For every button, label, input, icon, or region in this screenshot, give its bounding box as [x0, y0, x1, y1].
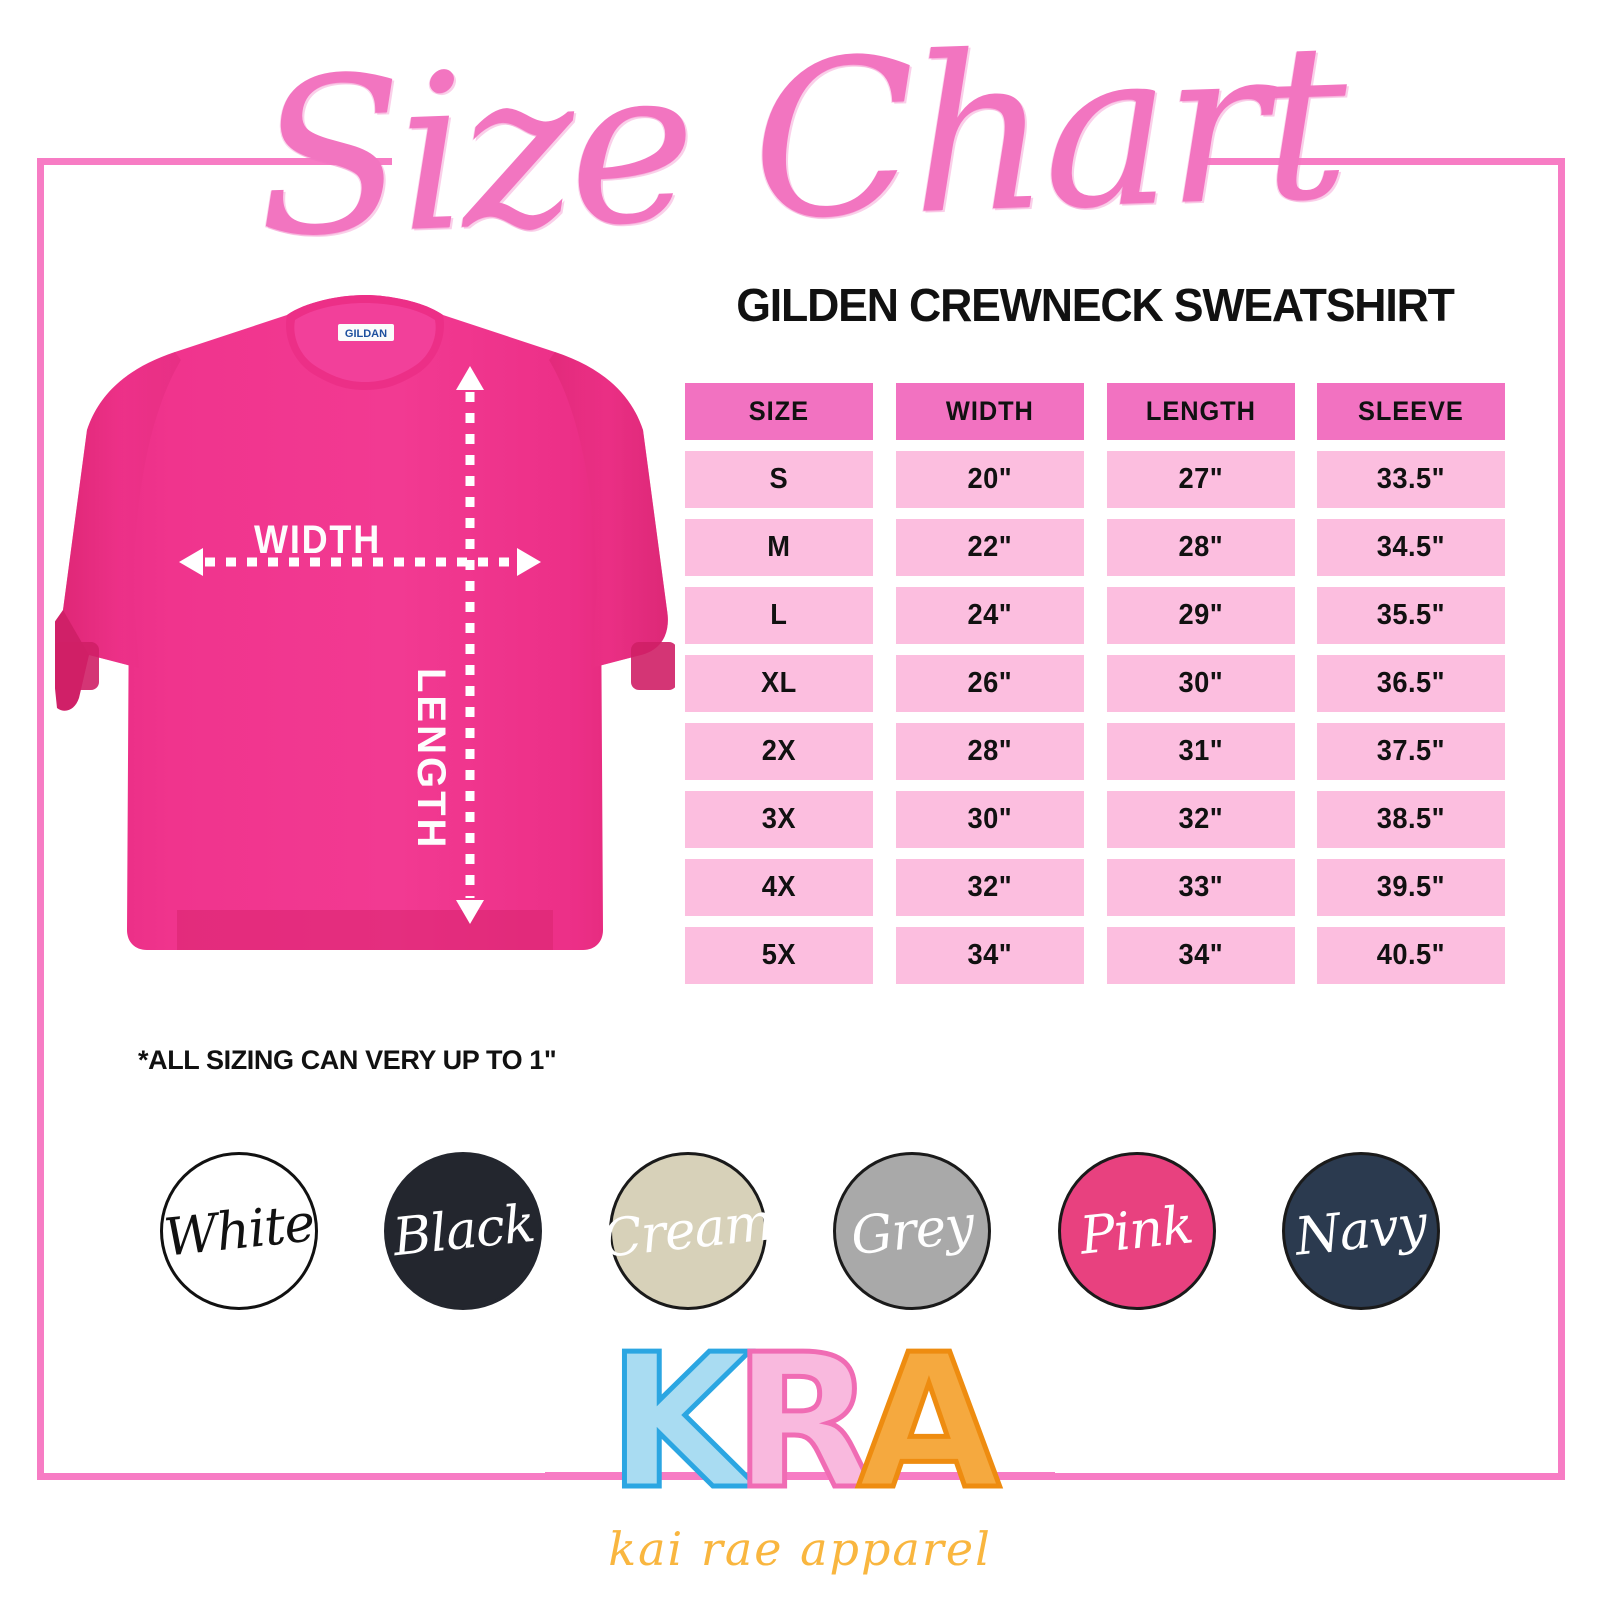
logo-letters: K R A: [545, 1322, 1055, 1522]
measurement-cell: 20": [895, 451, 1084, 508]
measurement-cell: 34": [1106, 927, 1295, 984]
width-measure-label: WIDTH: [254, 518, 382, 562]
measurement-cell: 33": [1106, 859, 1295, 916]
size-cell: M: [684, 519, 873, 576]
measurement-cell: 22": [895, 519, 1084, 576]
frame-border-left: [37, 158, 44, 1480]
size-cell: 2X: [684, 723, 873, 780]
table-row: M 22" 28" 34.5": [679, 519, 1511, 576]
measurement-cell: 37.5": [1317, 723, 1506, 780]
measurement-cell: 35.5": [1317, 587, 1506, 644]
measurement-cell: 30": [1106, 655, 1295, 712]
size-cell: 5X: [684, 927, 873, 984]
length-arrow-top: [456, 366, 484, 390]
color-swatch-label: Grey: [848, 1194, 977, 1267]
table-row: 4X 32" 33" 39.5": [679, 859, 1511, 916]
color-swatch-label: Black: [389, 1193, 537, 1268]
color-swatch-cream[interactable]: Cream: [600, 1151, 776, 1310]
table-header-row: SIZE WIDTH LENGTH SLEEVE: [679, 383, 1511, 440]
table-row: S 20" 27" 33.5": [679, 451, 1511, 508]
column-header-width: WIDTH: [895, 383, 1084, 440]
brand-neck-label: GILDAN: [345, 328, 387, 340]
sizing-disclaimer: *ALL SIZING CAN VERY UP TO 1": [138, 1045, 557, 1075]
length-arrow-bottom: [456, 900, 484, 924]
table-row: XL 26" 30" 36.5": [679, 655, 1511, 712]
logo-rule-line: [545, 1472, 1055, 1479]
page-title-text: Size Chart: [253, 0, 1347, 285]
size-cell: S: [684, 451, 873, 508]
column-header-length: LENGTH: [1106, 383, 1295, 440]
table-row: L 24" 29" 35.5": [679, 587, 1511, 644]
color-swatch-label: Pink: [1077, 1194, 1196, 1267]
table-row: 3X 30" 32" 38.5": [679, 791, 1511, 848]
color-swatch-list: White Black Cream Grey Pink Navy: [160, 1138, 1440, 1323]
width-arrow-left: [179, 548, 203, 576]
sweatshirt-illustration: GILDAN: [55, 290, 675, 1010]
measurement-cell: 36.5": [1317, 655, 1506, 712]
color-swatch-label: White: [161, 1192, 317, 1269]
measurement-cell: 32": [1106, 791, 1295, 848]
measurement-cell: 28": [895, 723, 1084, 780]
column-header-sleeve: SLEEVE: [1317, 383, 1506, 440]
logo-letter-r: R: [730, 1313, 878, 1530]
table-row: 2X 28" 31" 37.5": [679, 723, 1511, 780]
size-chart-table: SIZE WIDTH LENGTH SLEEVE S 20" 27" 33.5" M 22" 28"…: [679, 383, 1511, 995]
measurement-cell: 26": [895, 655, 1084, 712]
size-cell: 3X: [684, 791, 873, 848]
size-cell: XL: [684, 655, 873, 712]
logo-tagline: kai rae apparel: [608, 1522, 992, 1576]
measurement-cell: 30": [895, 791, 1084, 848]
frame-border-top-left: [37, 158, 392, 165]
measurement-cell: 33.5": [1317, 451, 1506, 508]
table-row: 5X 34" 34" 40.5": [679, 927, 1511, 984]
frame-border-top-right: [1195, 158, 1565, 165]
column-header-size: SIZE: [684, 383, 873, 440]
measurement-cell: 34.5": [1317, 519, 1506, 576]
brand-logo: K R A kai rae apparel: [545, 1322, 1055, 1592]
measurement-cell: 34": [895, 927, 1084, 984]
color-swatch-pink[interactable]: Pink: [1057, 1151, 1216, 1310]
measurement-cell: 28": [1106, 519, 1295, 576]
color-swatch-white[interactable]: White: [160, 1151, 318, 1310]
size-cell: 4X: [684, 859, 873, 916]
measurement-cell: 40.5": [1317, 927, 1506, 984]
measurement-cell: 31": [1106, 723, 1295, 780]
product-heading: GILDEN CREWNECK SWEATSHIRT: [736, 279, 1455, 331]
size-cell: L: [684, 587, 873, 644]
length-measure-label: LENGTH: [409, 668, 453, 851]
measurement-cell: 32": [895, 859, 1084, 916]
measurement-cell: 38.5": [1317, 791, 1506, 848]
frame-border-right: [1558, 158, 1565, 1480]
color-swatch-label: Navy: [1292, 1193, 1430, 1268]
logo-letter-a: A: [855, 1313, 1003, 1530]
measurement-cell: 39.5": [1317, 859, 1506, 916]
page-title: Size Chart: [253, 0, 1346, 290]
color-swatch-grey[interactable]: Grey: [833, 1151, 992, 1310]
measurement-cell: 27": [1106, 451, 1295, 508]
measurement-cell: 29": [1106, 587, 1295, 644]
width-arrow-right: [517, 548, 541, 576]
logo-letter-k: K: [605, 1313, 753, 1530]
color-swatch-label: Cream: [599, 1191, 776, 1270]
color-swatch-black[interactable]: Black: [384, 1151, 543, 1310]
color-swatch-navy[interactable]: Navy: [1281, 1151, 1440, 1310]
measurement-cell: 24": [895, 587, 1084, 644]
